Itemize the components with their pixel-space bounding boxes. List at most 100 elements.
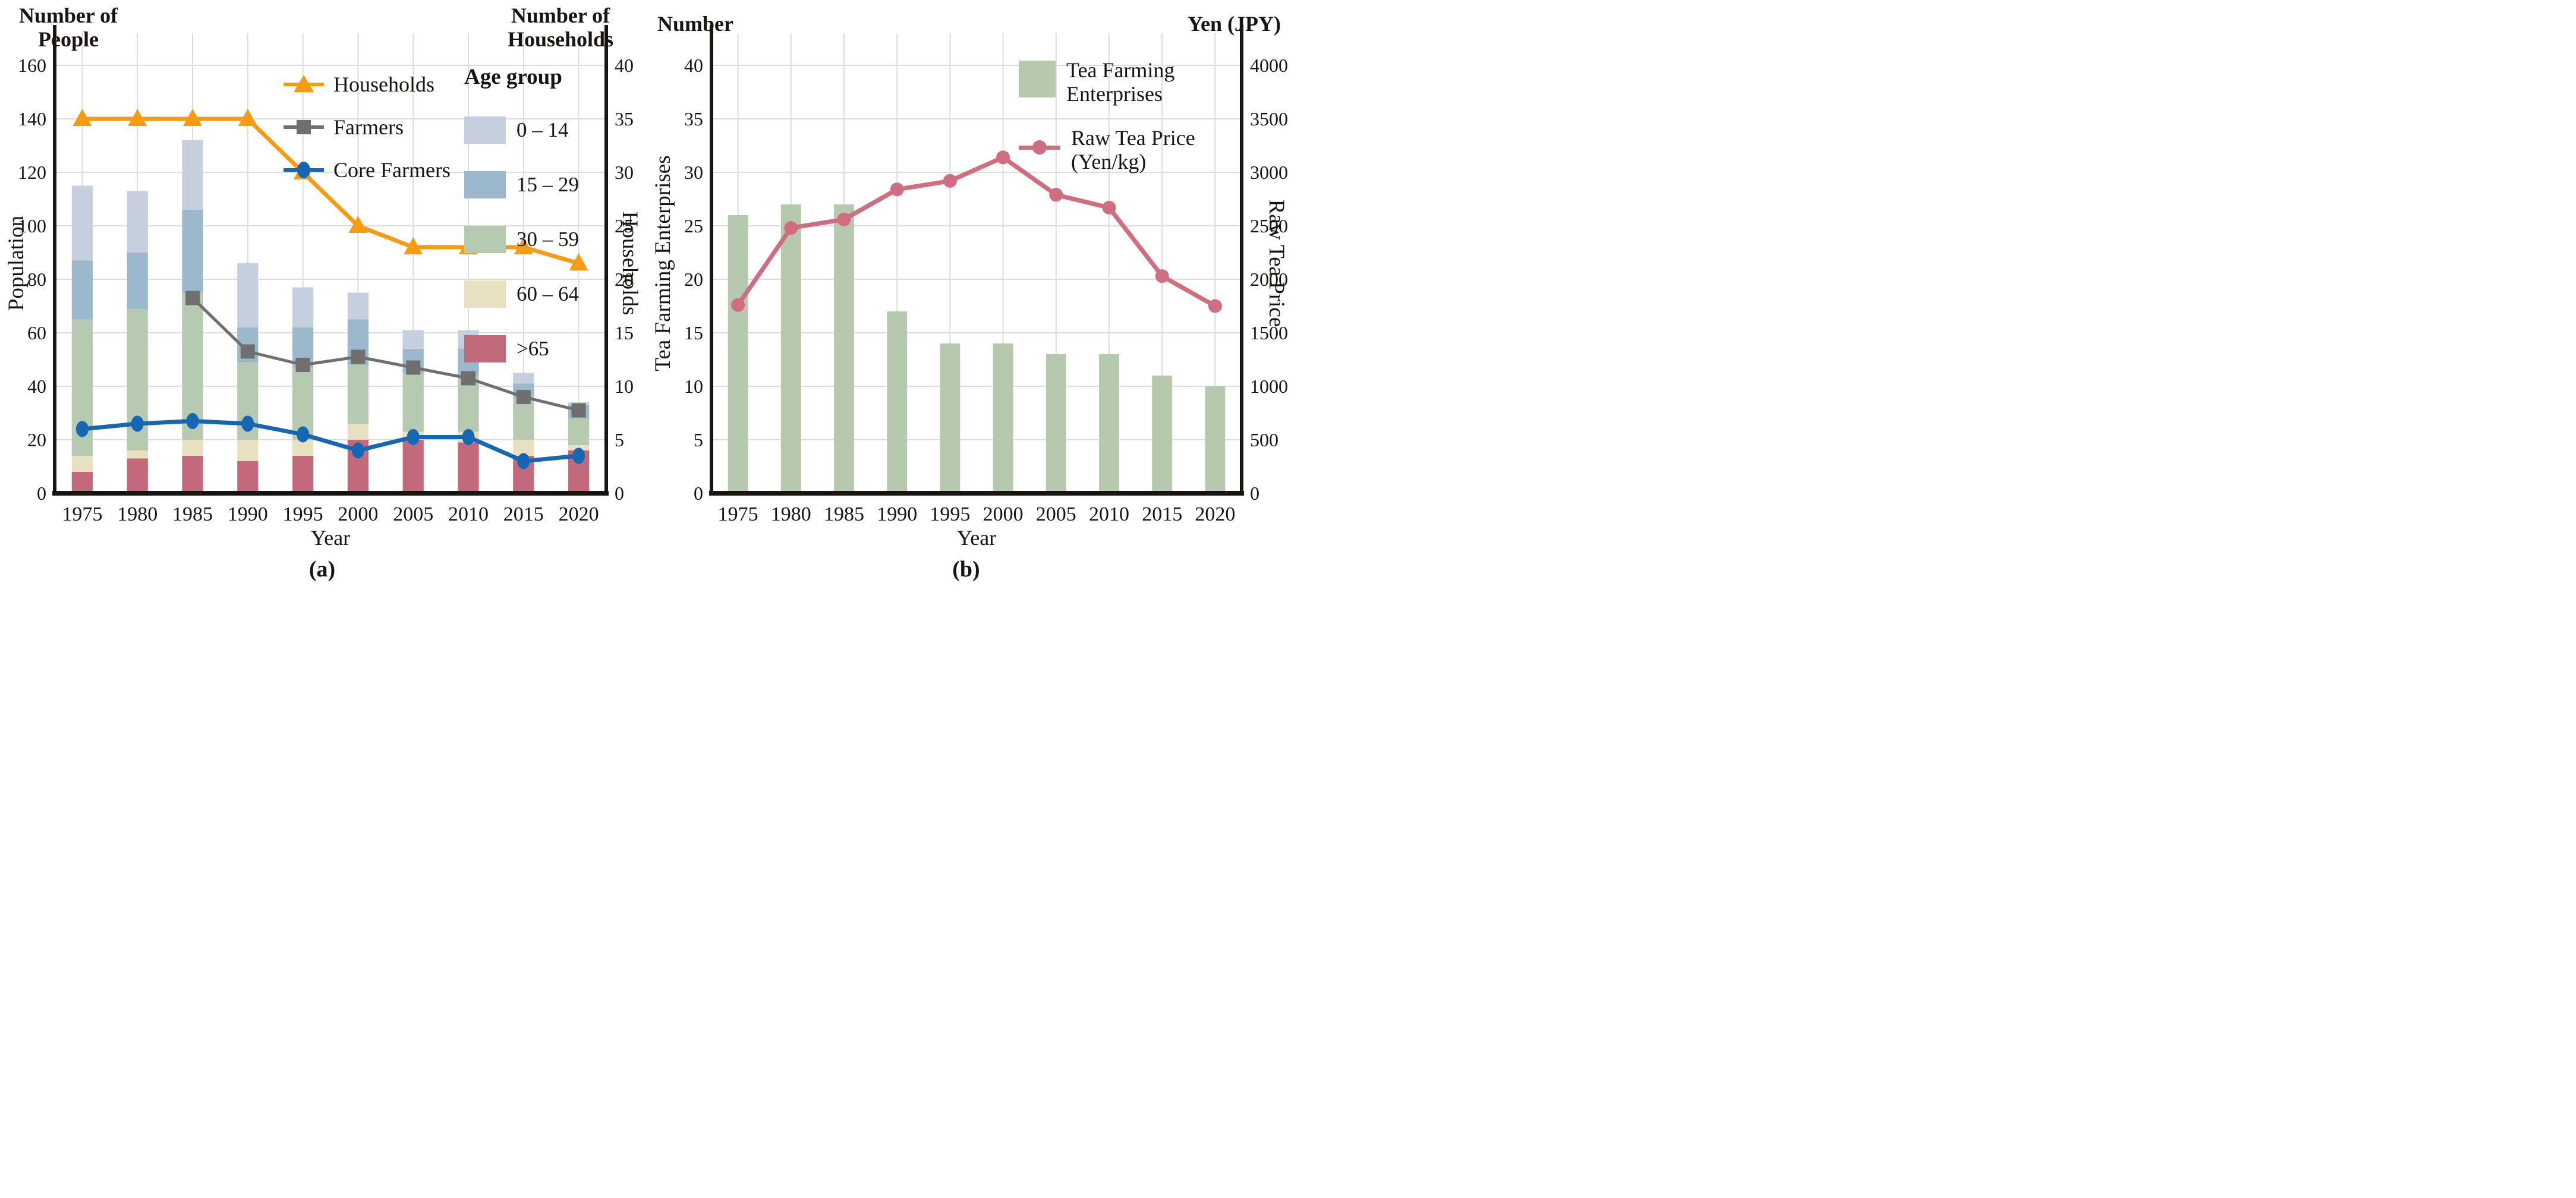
chart-a-canvas: 0 20 40 60 80 100 120 140 160 0 5 10 15 20 25 30 35 40 197… [18, 25, 634, 525]
svg-text:2500: 2500 [1250, 215, 1288, 237]
right-tick-labels: 0 500 1000 1500 2000 2500 3000 3500 4000 [1250, 55, 1288, 504]
svg-text:1980: 1980 [771, 503, 811, 525]
svg-text:0: 0 [694, 483, 703, 504]
svg-text:40: 40 [615, 55, 634, 76]
legend-item-raw-tea-price: Raw Tea Price (Yen/kg) [1019, 126, 1195, 174]
raw-tea-price-label-line2: (Yen/kg) [1071, 150, 1147, 174]
legend-item-farmers: Farmers [284, 113, 451, 141]
age-legend-item-over65: >65 [464, 335, 579, 363]
stack-0 – 14 [71, 140, 590, 405]
panel-a-age-legend: Age group 0 – 14 15 – 29 30 – 59 60 – 64… [464, 64, 579, 389]
bars-Tea Farming Enterprises [728, 204, 1226, 493]
age-over65-label: >65 [517, 337, 549, 360]
panel-b: 0 5 10 15 20 25 30 35 40 0 500 1000 1500 2000 2500 3000… [644, 0, 1288, 599]
svg-text:0: 0 [37, 483, 46, 504]
svg-text:30: 30 [684, 162, 703, 183]
panel-a-line-legend: Households Farmers Core Farmers [284, 70, 451, 198]
svg-text:35: 35 [615, 108, 634, 130]
svg-text:1985: 1985 [824, 503, 864, 525]
core-farmers-circle-icon [284, 158, 324, 182]
svg-text:0: 0 [615, 483, 624, 504]
svg-text:80: 80 [27, 269, 46, 290]
tea-enterprises-label-line2: Enterprises [1066, 82, 1163, 106]
svg-text:20: 20 [684, 269, 703, 290]
age-legend-item-0-14: 0 – 14 [464, 116, 579, 144]
svg-text:10: 10 [615, 376, 634, 397]
svg-text:2020: 2020 [559, 503, 599, 525]
svg-text:2005: 2005 [1036, 503, 1076, 525]
svg-text:2000: 2000 [983, 503, 1024, 525]
panel-a-xlabel: Year [310, 526, 351, 550]
svg-text:2000: 2000 [1250, 269, 1288, 290]
series-Farmers [185, 291, 586, 418]
right-units-line1: Number of [511, 4, 610, 27]
svg-text:60: 60 [27, 322, 46, 343]
legend-item-tea-enterprises: Tea Farming Enterprises [1019, 58, 1195, 106]
left-units-line1: Number of [18, 4, 118, 27]
svg-text:40: 40 [684, 55, 703, 76]
tea-enterprises-label: Tea Farming Enterprises [1066, 58, 1174, 106]
age-15-29-swatch-icon [464, 171, 506, 198]
svg-text:1980: 1980 [117, 503, 158, 525]
legend-label-households: Households [333, 72, 434, 96]
svg-text:20: 20 [615, 269, 634, 290]
svg-text:1990: 1990 [877, 503, 917, 525]
age-30-59-label: 30 – 59 [517, 228, 579, 251]
age-over65-swatch-icon [464, 335, 506, 362]
svg-text:2015: 2015 [503, 503, 544, 525]
legend-item-core-farmers: Core Farmers [284, 156, 451, 184]
svg-text:1500: 1500 [1250, 322, 1288, 343]
x-tick-labels: 1975 1980 1985 1990 1995 2000 2005 2010 2015 2020 [718, 503, 1236, 525]
panel-b-caption: (b) [952, 557, 980, 582]
svg-text:1975: 1975 [718, 503, 758, 525]
age-legend-item-30-59: 30 – 59 [464, 225, 579, 254]
tea-enterprises-swatch-icon [1019, 61, 1056, 97]
raw-tea-price-line-dot-icon [1019, 137, 1060, 158]
right-tick-labels: 0 5 10 15 20 25 30 35 40 [615, 55, 634, 504]
right-units-line2: Households [507, 27, 614, 51]
svg-text:3500: 3500 [1250, 108, 1288, 130]
left-tick-labels: 0 5 10 15 20 25 30 35 40 [684, 55, 703, 504]
households-triangle-icon [284, 72, 324, 96]
svg-text:100: 100 [18, 215, 46, 237]
axes [709, 25, 1244, 496]
figure-tea-farming-demographics: 0 20 40 60 80 100 120 140 160 0 5 10 15 20 25 30 35 40 197… [0, 0, 1288, 599]
age-legend-item-15-29: 15 – 29 [464, 171, 579, 199]
svg-text:2010: 2010 [448, 503, 489, 525]
panel-b-right-axis-units: Yen (JPY) [1188, 12, 1281, 36]
panel-b-left-axis-units: Number [657, 12, 733, 36]
age-30-59-swatch-icon [464, 226, 506, 253]
svg-text:3000: 3000 [1250, 162, 1288, 183]
svg-text:30: 30 [615, 162, 634, 183]
svg-text:1000: 1000 [1250, 376, 1288, 397]
raw-tea-price-label: Raw Tea Price (Yen/kg) [1071, 126, 1195, 174]
svg-text:2020: 2020 [1195, 503, 1235, 525]
svg-text:10: 10 [684, 376, 703, 397]
panel-b-ylabel-left: Tea Farming Enterprises [651, 155, 675, 371]
age-legend-title: Age group [464, 65, 562, 89]
farmers-square-icon [284, 115, 324, 139]
svg-text:1995: 1995 [283, 503, 323, 525]
svg-text:2015: 2015 [1142, 503, 1182, 525]
series-Core Farmers [75, 413, 585, 469]
left-units-line2: People [38, 27, 99, 51]
svg-text:160: 160 [18, 55, 46, 76]
svg-text:5: 5 [694, 429, 703, 450]
svg-text:2005: 2005 [393, 503, 433, 525]
svg-text:5: 5 [615, 429, 624, 450]
svg-text:4000: 4000 [1250, 55, 1288, 76]
svg-text:40: 40 [27, 376, 46, 397]
legend-label-core-farmers: Core Farmers [333, 158, 451, 182]
age-0-14-swatch-icon [464, 116, 506, 144]
age-0-14-label: 0 – 14 [517, 118, 569, 141]
svg-text:15: 15 [615, 322, 634, 343]
age-60-64-swatch-icon [464, 280, 506, 308]
svg-text:1985: 1985 [172, 503, 213, 525]
tea-enterprises-label-line1: Tea Farming [1066, 58, 1175, 82]
panel-a-ylabel-left: Population [4, 215, 29, 311]
x-tick-labels: 1975 1980 1985 1990 1995 2000 2005 2010 2015 2020 [62, 503, 599, 525]
svg-text:1995: 1995 [930, 503, 970, 525]
age-legend-item-60-64: 60 – 64 [464, 280, 579, 308]
panel-b-ylabel-right: Raw Tea Price [1264, 199, 1288, 327]
svg-text:2000: 2000 [338, 503, 378, 525]
